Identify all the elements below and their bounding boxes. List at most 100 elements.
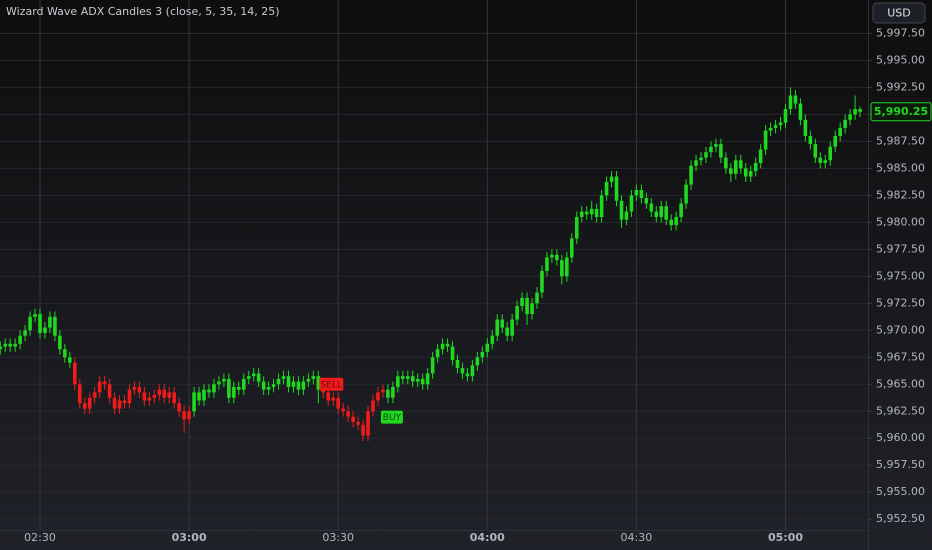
candle-body (38, 314, 42, 334)
y-tick-label: 5,997.50 (876, 26, 925, 39)
y-tick-label: 5,995.00 (876, 53, 925, 66)
candle-body (291, 381, 296, 387)
candle-body (316, 376, 321, 390)
candle-body (798, 103, 803, 120)
candle-body (614, 176, 619, 201)
candle-body (87, 397, 92, 409)
candle-body (167, 392, 172, 398)
candle-body (13, 343, 17, 347)
candle-body (773, 125, 778, 128)
candle-body (734, 160, 738, 174)
candle-body (68, 357, 72, 363)
candle-body (107, 384, 112, 398)
candle-body (237, 386, 241, 390)
candle-body (346, 411, 350, 417)
candle-body (565, 257, 569, 277)
x-tick-label: 04:00 (470, 531, 505, 544)
candle-body (172, 392, 176, 404)
candle-body (843, 119, 847, 128)
y-tick-label: 5,962.50 (876, 404, 925, 417)
candle-body (301, 381, 306, 390)
candle-body (72, 362, 77, 385)
candle-body (162, 389, 167, 398)
candle-body (3, 343, 8, 347)
candle-body (679, 203, 683, 217)
candle-body (177, 403, 181, 412)
candle-body (430, 357, 435, 374)
candle-body (599, 195, 604, 217)
candle-body (778, 122, 783, 126)
currency-button[interactable] (872, 2, 926, 24)
candle-body (664, 206, 669, 220)
candle-body (241, 378, 246, 390)
candle-body (212, 384, 216, 393)
candle-body (738, 160, 743, 169)
candle-body (351, 416, 355, 423)
candle-body (276, 378, 281, 385)
candle-body (132, 386, 137, 390)
candle-body (709, 146, 713, 153)
candle-body (758, 149, 763, 163)
candle-body (281, 376, 286, 379)
candle-body (589, 208, 594, 215)
x-tick-label: 02:30 (24, 531, 56, 544)
x-tick-label: 03:30 (322, 531, 354, 544)
candle-body (768, 127, 773, 131)
last-price-tag (870, 102, 932, 122)
candle-body (460, 368, 465, 374)
y-tick-label: 5,980.00 (876, 215, 925, 228)
candle-body (425, 373, 430, 385)
candle-body (217, 381, 221, 385)
candle-body (803, 119, 808, 137)
candle-body (485, 343, 490, 352)
candle-body (102, 381, 107, 385)
signal-label: SELL (321, 380, 342, 390)
candle-body (609, 176, 614, 182)
y-tick-label: 5,965.00 (876, 377, 925, 390)
candle-body (232, 386, 236, 398)
candle-body (574, 216, 579, 239)
candle-body (714, 144, 718, 147)
candle-body (246, 376, 251, 379)
candle-body (719, 144, 723, 158)
candle-body (157, 389, 162, 396)
candle-body (366, 411, 370, 436)
y-tick-label: 5,960.00 (876, 431, 925, 444)
candle-body (515, 306, 519, 320)
candle-body (704, 152, 708, 158)
currency-label[interactable]: USD (887, 7, 911, 20)
candle-body (306, 378, 311, 382)
candle-body (525, 297, 529, 315)
candle-body (386, 389, 390, 398)
candle-body (28, 316, 32, 331)
candle-body (256, 373, 261, 382)
candle-body (634, 189, 639, 196)
candle-body (420, 378, 425, 385)
candle-body (644, 198, 649, 204)
candle-body (475, 357, 480, 366)
candle-body (435, 349, 440, 358)
last-price-label: 5,990.25 (874, 105, 928, 118)
candle-body (793, 95, 798, 104)
candle-body (783, 109, 788, 123)
y-tick-label: 5,970.00 (876, 323, 925, 336)
candle-body (405, 376, 410, 379)
candle-body (147, 397, 152, 401)
candle-body (743, 168, 748, 177)
candle-body (818, 157, 823, 163)
candle-body (227, 378, 231, 398)
y-tick-label: 5,955.00 (876, 485, 925, 498)
candle-body (470, 365, 475, 377)
candle-body (222, 378, 226, 382)
candle-body (604, 181, 609, 196)
y-tick-label: 5,985.00 (876, 161, 925, 174)
candle-body (331, 397, 336, 401)
candle-body (495, 319, 500, 336)
candle-body (112, 397, 117, 409)
candle-body (410, 376, 415, 382)
x-tick-label: 05:00 (768, 531, 803, 544)
candle-body (63, 349, 67, 358)
candle-body (58, 335, 62, 350)
